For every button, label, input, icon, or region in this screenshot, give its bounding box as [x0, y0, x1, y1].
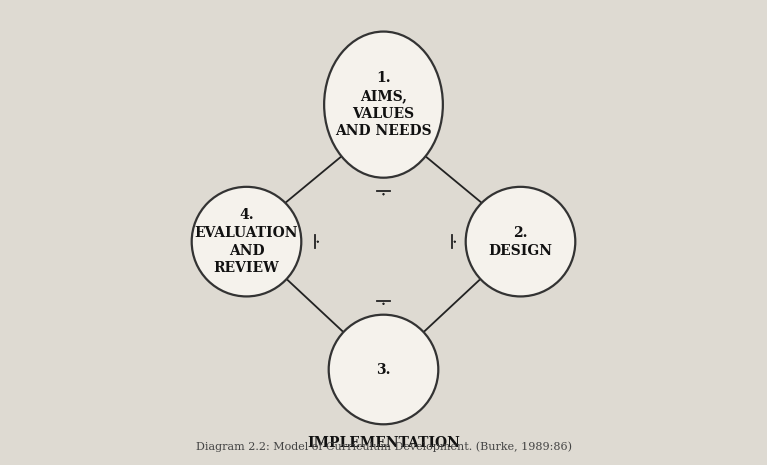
- Text: 1.
AIMS,
VALUES
AND NEEDS: 1. AIMS, VALUES AND NEEDS: [335, 71, 432, 139]
- Ellipse shape: [324, 32, 443, 178]
- Ellipse shape: [466, 187, 575, 296]
- Text: 4.
EVALUATION
AND
REVIEW: 4. EVALUATION AND REVIEW: [195, 208, 298, 275]
- Text: Diagram 2.2: Model of Curriculum Development. (Burke, 1989:86): Diagram 2.2: Model of Curriculum Develop…: [196, 441, 571, 452]
- Ellipse shape: [192, 187, 301, 296]
- Ellipse shape: [329, 315, 438, 424]
- Text: 3.: 3.: [377, 363, 390, 377]
- Text: IMPLEMENTATION: IMPLEMENTATION: [307, 436, 460, 450]
- Text: 2.
DESIGN: 2. DESIGN: [489, 226, 552, 258]
